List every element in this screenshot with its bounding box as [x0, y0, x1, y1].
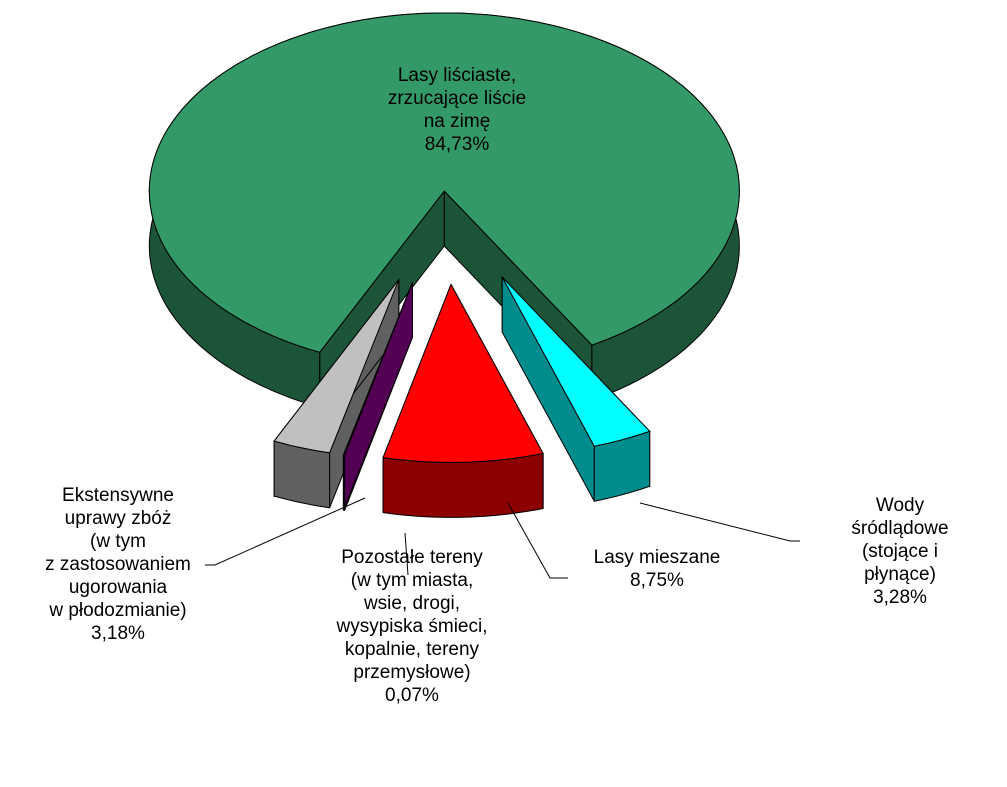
leader-line — [404, 532, 409, 576]
data-label: Wody śródlądowe (stojące i płynące) 3,28% — [847, 494, 954, 609]
value-label: 8,75% — [630, 570, 684, 591]
data-label: Lasy mieszane 8,75% — [594, 546, 721, 592]
leader-line — [205, 497, 366, 566]
slice-wall — [342, 454, 346, 512]
value-label: 3,28% — [873, 587, 927, 608]
category-label: Wody śródlądowe (stojące i płynące) — [851, 495, 949, 585]
slice-top — [148, 12, 740, 353]
data-label: Lasy liściaste, zrzucające liście na zim… — [388, 64, 526, 156]
category-label: Pozostałe tereny (w tym miasta, wsie, dr… — [336, 547, 488, 683]
category-label: Lasy mieszane — [593, 547, 721, 568]
leader-line — [639, 502, 800, 542]
data-label: Pozostałe tereny (w tym miasta, wsie, dr… — [337, 546, 488, 707]
value-label: 84,73% — [424, 134, 490, 155]
leader-line — [507, 502, 568, 579]
slice-top — [342, 282, 413, 457]
value-label: 0,07% — [385, 685, 439, 706]
data-label: Ekstensywne uprawy zbóż (w tym z zastoso… — [45, 484, 191, 645]
category-label: Lasy liściaste, zrzucające liście na zim… — [387, 65, 527, 132]
slice-wall — [382, 452, 544, 518]
category-label: Ekstensywne uprawy zbóż (w tym z zastoso… — [45, 485, 191, 621]
slice-top — [501, 276, 651, 447]
value-label: 3,18% — [91, 623, 145, 644]
slice-top — [273, 279, 400, 454]
slice-top — [382, 283, 544, 463]
